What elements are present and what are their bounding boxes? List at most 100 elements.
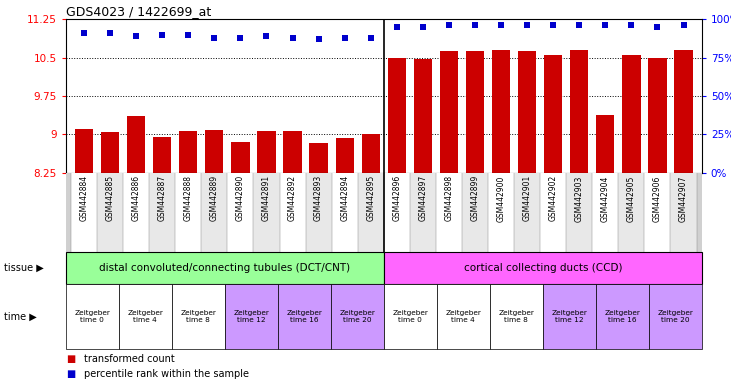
Text: tissue ▶: tissue ▶: [4, 263, 43, 273]
Text: GSM442887: GSM442887: [158, 175, 167, 221]
Bar: [330, 284, 384, 349]
Bar: [362, 134, 380, 173]
Bar: [227, 173, 254, 252]
Text: GSM442884: GSM442884: [80, 175, 88, 221]
Point: [443, 22, 455, 28]
Point: [365, 35, 376, 41]
Text: Zeitgeber
time 12: Zeitgeber time 12: [233, 310, 269, 323]
Bar: [127, 116, 145, 173]
Text: Zeitgeber
time 8: Zeitgeber time 8: [181, 310, 216, 323]
Text: Zeitgeber
time 0: Zeitgeber time 0: [393, 310, 428, 323]
Text: Zeitgeber
time 12: Zeitgeber time 12: [551, 310, 587, 323]
Bar: [254, 173, 279, 252]
Text: Zeitgeber
time 16: Zeitgeber time 16: [605, 310, 640, 323]
Text: GSM442899: GSM442899: [471, 175, 480, 222]
Bar: [153, 137, 171, 173]
Bar: [336, 139, 354, 173]
Text: GSM442894: GSM442894: [340, 175, 349, 222]
Bar: [306, 173, 332, 252]
Point: [391, 24, 403, 30]
Point: [339, 35, 351, 41]
Bar: [175, 173, 201, 252]
Bar: [648, 58, 667, 173]
Bar: [123, 173, 149, 252]
Point: [573, 22, 585, 28]
Bar: [488, 173, 514, 252]
Text: GSM442901: GSM442901: [523, 175, 531, 222]
Text: GSM442903: GSM442903: [575, 175, 584, 222]
Text: Zeitgeber
time 20: Zeitgeber time 20: [339, 310, 375, 323]
Text: Zeitgeber
time 8: Zeitgeber time 8: [499, 310, 534, 323]
Bar: [309, 143, 327, 173]
Bar: [332, 173, 357, 252]
Bar: [278, 284, 330, 349]
Bar: [518, 51, 537, 173]
Bar: [101, 132, 119, 173]
Bar: [410, 173, 436, 252]
Bar: [436, 173, 462, 252]
Bar: [440, 51, 458, 173]
Bar: [387, 58, 406, 173]
Bar: [514, 173, 540, 252]
Text: ■: ■: [66, 369, 75, 379]
Bar: [257, 131, 276, 173]
Point: [183, 31, 194, 38]
Text: time ▶: time ▶: [4, 312, 37, 322]
Point: [208, 35, 220, 41]
Text: GSM442897: GSM442897: [418, 175, 428, 222]
Point: [626, 22, 637, 28]
Text: transformed count: transformed count: [84, 354, 175, 364]
Bar: [540, 173, 567, 252]
Text: GSM442893: GSM442893: [314, 175, 323, 222]
Point: [261, 33, 273, 39]
Text: GSM442890: GSM442890: [236, 175, 245, 222]
Text: percentile rank within the sample: percentile rank within the sample: [84, 369, 249, 379]
Text: GSM442896: GSM442896: [393, 175, 401, 222]
Bar: [466, 51, 484, 173]
Text: ■: ■: [66, 354, 75, 364]
Text: GSM442900: GSM442900: [496, 175, 506, 222]
Bar: [567, 173, 592, 252]
Text: GSM442907: GSM442907: [679, 175, 688, 222]
Text: GSM442905: GSM442905: [627, 175, 636, 222]
Text: GSM442895: GSM442895: [366, 175, 375, 222]
Text: GSM442888: GSM442888: [183, 175, 193, 221]
Bar: [462, 173, 488, 252]
Bar: [75, 129, 93, 173]
Text: Zeitgeber
time 4: Zeitgeber time 4: [445, 310, 481, 323]
Text: cortical collecting ducts (CCD): cortical collecting ducts (CCD): [463, 263, 622, 273]
Bar: [618, 173, 645, 252]
Bar: [279, 173, 306, 252]
Bar: [149, 173, 175, 252]
Bar: [542, 284, 596, 349]
Point: [313, 36, 325, 42]
Bar: [231, 142, 249, 173]
Point: [548, 22, 559, 28]
Text: GSM442885: GSM442885: [105, 175, 115, 221]
Point: [469, 22, 481, 28]
Bar: [544, 55, 562, 173]
Bar: [384, 284, 436, 349]
Text: GSM442898: GSM442898: [444, 175, 453, 221]
Bar: [622, 55, 640, 173]
Point: [417, 24, 428, 30]
Bar: [490, 284, 542, 349]
Bar: [645, 173, 670, 252]
Bar: [670, 173, 697, 252]
Bar: [570, 50, 588, 173]
Text: Zeitgeber
time 16: Zeitgeber time 16: [287, 310, 322, 323]
Text: GSM442906: GSM442906: [653, 175, 662, 222]
Text: Zeitgeber
time 0: Zeitgeber time 0: [75, 310, 110, 323]
Bar: [71, 173, 97, 252]
Bar: [357, 173, 384, 252]
Point: [678, 22, 689, 28]
Bar: [648, 284, 702, 349]
Bar: [384, 173, 410, 252]
Bar: [592, 173, 618, 252]
Point: [105, 30, 116, 36]
Text: GSM442889: GSM442889: [210, 175, 219, 221]
Bar: [172, 284, 225, 349]
Bar: [284, 131, 302, 173]
Text: GSM442902: GSM442902: [549, 175, 558, 222]
Point: [235, 35, 246, 41]
